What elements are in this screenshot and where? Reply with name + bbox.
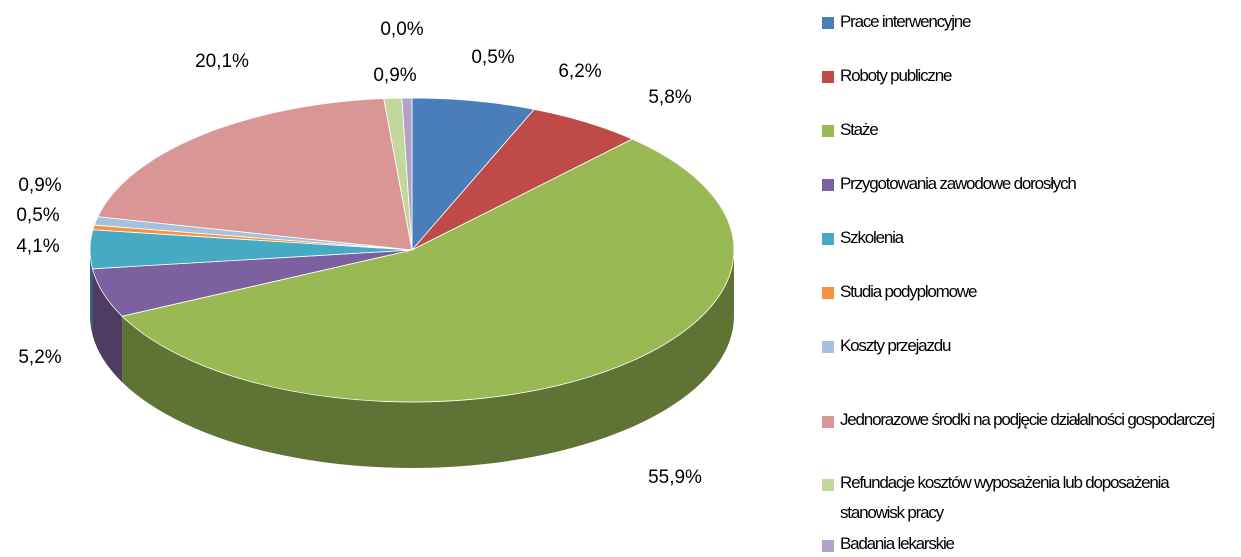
legend-swatch	[822, 416, 834, 428]
data-label: 4,1%	[16, 236, 59, 257]
legend-label: Koszty przejazdu	[840, 336, 951, 355]
legend-swatch	[822, 233, 834, 245]
slice	[97, 98, 413, 251]
legend-label: Prace interwencyjne	[840, 12, 971, 31]
top-group	[89, 97, 735, 403]
legend-swatch	[822, 71, 834, 83]
legend-item: Szkolenia	[822, 222, 1222, 254]
legend-swatch	[822, 479, 834, 491]
legend-item: Staże	[822, 114, 1222, 146]
legend-label: Jednorazowe środki na podjęcie działalno…	[840, 410, 1215, 429]
legend-label: Roboty publiczne	[840, 66, 952, 85]
legend-item: Jednorazowe środki na podjęcie działalno…	[822, 405, 1222, 435]
legend-item: Studia podyplomowe	[822, 276, 1222, 308]
legend-item: Badania lekarskie	[822, 529, 1222, 557]
data-label: 0,9%	[18, 175, 61, 196]
legend-item: Koszty przejazdu	[822, 330, 1222, 362]
slice	[401, 97, 413, 251]
legend-label: Szkolenia	[840, 228, 904, 247]
legend-swatch	[822, 540, 834, 552]
legend-item: Przygotowania zawodowe dorosłych	[822, 168, 1222, 200]
legend-swatch	[822, 125, 834, 137]
legend-label: Studia podyplomowe	[840, 282, 977, 301]
data-label: 0,9%	[373, 65, 416, 86]
legend-item: Refundacje kosztów wyposażenia lub dopos…	[822, 468, 1222, 528]
legend-label: Badania lekarskie	[840, 534, 955, 553]
data-label: 0,0%	[380, 19, 423, 40]
legend-swatch	[822, 341, 834, 353]
legend-label: Refundacje kosztów wyposażenia lub dopos…	[840, 473, 1170, 522]
slice	[411, 97, 535, 252]
legend-swatch	[822, 287, 834, 299]
data-label: 20,1%	[195, 51, 249, 72]
slice	[121, 138, 735, 403]
data-label: 5,2%	[18, 347, 61, 368]
slice-side	[92, 268, 123, 383]
data-label: 5,8%	[648, 87, 691, 108]
legend-label: Staże	[840, 120, 879, 139]
legend-swatch	[822, 17, 834, 29]
legend-swatch	[822, 179, 834, 191]
side-group	[90, 250, 735, 469]
legend-item: Prace interwencyjne	[822, 6, 1222, 38]
slice-side	[90, 250, 93, 335]
legend-label: Przygotowania zawodowe dorosłych	[840, 174, 1077, 193]
data-label: 0,5%	[471, 47, 514, 68]
legend-item: Roboty publiczne	[822, 60, 1222, 92]
slice-side	[122, 250, 735, 469]
data-label: 0,5%	[16, 205, 59, 226]
data-label: 6,2%	[558, 61, 601, 82]
data-label: 55,9%	[648, 467, 702, 488]
